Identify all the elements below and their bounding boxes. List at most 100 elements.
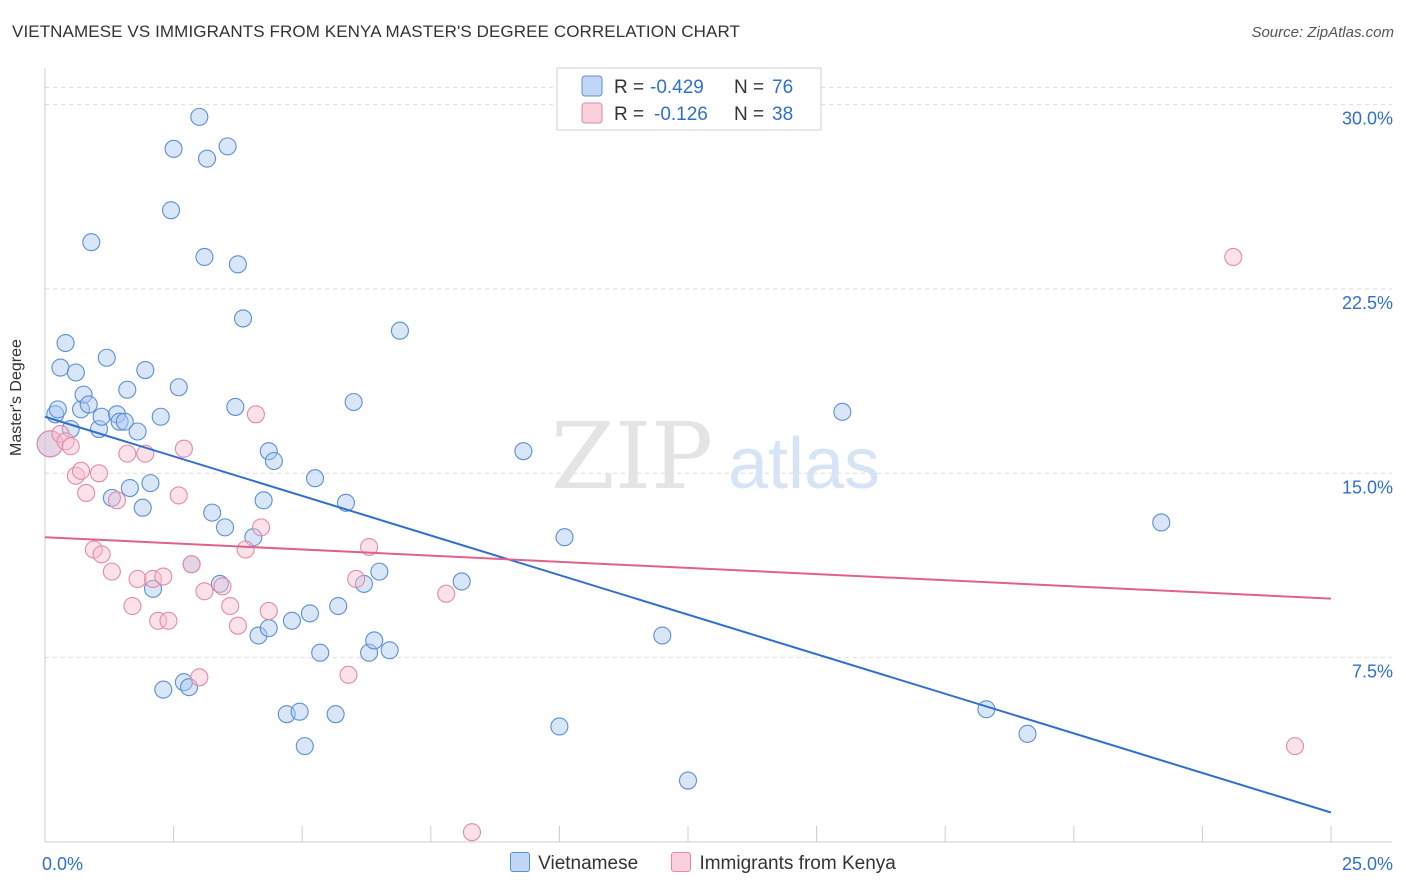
- point-vietnamese: [365, 631, 384, 650]
- point-kenya: [190, 668, 209, 687]
- point-vietnamese: [210, 574, 229, 593]
- legend-swatch-blue: [510, 852, 531, 872]
- trend-lines: [44, 415, 1332, 814]
- point-vietnamese: [290, 702, 309, 721]
- point-vietnamese: [233, 309, 253, 328]
- point-vietnamese: [678, 771, 698, 790]
- axes: [44, 68, 1392, 843]
- point-kenya: [213, 577, 232, 596]
- point-kenya: [169, 486, 188, 505]
- y-tick-label: 15.0%: [1342, 477, 1393, 497]
- point-vietnamese: [141, 474, 160, 493]
- point-kenya: [128, 569, 147, 589]
- point-vietnamese: [228, 255, 247, 274]
- point-vietnamese: [151, 407, 170, 426]
- watermark-zip: ZIP: [551, 403, 713, 510]
- point-kenya: [36, 430, 64, 458]
- point-vietnamese: [161, 201, 181, 220]
- point-vietnamese: [370, 562, 389, 581]
- point-vietnamese: [833, 402, 852, 421]
- legend-n-label: N =: [734, 77, 764, 98]
- point-kenya: [61, 437, 80, 456]
- point-vietnamese: [128, 422, 147, 441]
- watermark-atlas: atlas: [728, 424, 880, 504]
- point-kenya: [347, 569, 366, 589]
- point-vietnamese: [79, 395, 98, 414]
- data-points: [36, 107, 1305, 842]
- point-vietnamese: [311, 643, 330, 662]
- point-kenya: [102, 562, 121, 581]
- point-kenya: [56, 432, 75, 451]
- point-kenya: [182, 555, 201, 574]
- legend-item-vietnamese: Vietnamese: [510, 852, 638, 875]
- point-vietnamese: [110, 412, 129, 431]
- point-vietnamese: [390, 321, 409, 340]
- point-kenya: [174, 439, 193, 458]
- point-kenya: [221, 596, 240, 616]
- point-vietnamese: [259, 442, 278, 461]
- point-kenya: [251, 518, 271, 537]
- point-vietnamese: [550, 717, 569, 736]
- point-vietnamese: [226, 397, 245, 416]
- point-vietnamese: [326, 705, 345, 724]
- point-vietnamese: [97, 348, 116, 367]
- gridlines: [45, 86, 1392, 659]
- point-vietnamese: [56, 333, 75, 353]
- point-vietnamese: [143, 579, 163, 598]
- point-vietnamese: [249, 626, 268, 645]
- point-kenya: [71, 461, 91, 480]
- point-vietnamese: [306, 469, 325, 488]
- point-kenya: [92, 545, 111, 564]
- point-vietnamese: [514, 442, 533, 461]
- point-kenya: [339, 665, 358, 684]
- point-vietnamese: [74, 385, 93, 404]
- point-vietnamese: [282, 611, 301, 630]
- point-vietnamese: [102, 488, 121, 507]
- point-vietnamese: [259, 619, 278, 638]
- legend-r-label: R =: [614, 77, 644, 98]
- legend-r-value: -0.429: [650, 77, 704, 98]
- point-kenya: [77, 483, 96, 503]
- point-kenya: [159, 611, 178, 630]
- point-vietnamese: [329, 596, 348, 616]
- point-vietnamese: [118, 380, 137, 399]
- point-vietnamese: [380, 641, 399, 660]
- legend-top: R = -0.429 N = 76 R = -0.126 N = 38: [556, 67, 822, 131]
- point-kenya: [228, 616, 247, 635]
- point-kenya: [1285, 737, 1305, 756]
- point-kenya: [1224, 247, 1243, 267]
- legend-swatch-pink: [671, 852, 692, 872]
- legend-label: Immigrants from Kenya: [699, 853, 896, 874]
- chart-source: Source: ZipAtlas.com: [1251, 24, 1394, 41]
- point-vietnamese: [653, 626, 672, 645]
- point-vietnamese: [107, 405, 127, 424]
- point-vietnamese: [195, 247, 214, 267]
- point-kenya: [437, 584, 456, 603]
- legend-swatch-pink: [581, 102, 603, 124]
- point-vietnamese: [555, 528, 574, 547]
- chart-title: VIETNAMESE VS IMMIGRANTS FROM KENYA MAST…: [12, 22, 741, 41]
- point-kenya: [246, 405, 265, 424]
- point-kenya: [195, 582, 214, 601]
- point-vietnamese: [1152, 513, 1171, 532]
- point-vietnamese: [344, 392, 363, 412]
- point-vietnamese: [164, 139, 183, 158]
- point-vietnamese: [66, 363, 85, 382]
- point-vietnamese: [92, 407, 111, 426]
- point-vietnamese: [154, 680, 173, 699]
- point-vietnamese: [190, 107, 209, 126]
- x-tick-label: 0.0%: [42, 854, 83, 874]
- legend-swatch-blue: [581, 75, 603, 97]
- y-tick-label: 30.0%: [1342, 109, 1393, 129]
- point-vietnamese: [218, 137, 237, 156]
- point-kenya: [149, 611, 168, 630]
- point-vietnamese: [452, 572, 471, 591]
- point-kenya: [89, 464, 109, 483]
- point-kenya: [154, 567, 173, 586]
- trend-line-kenya: [44, 536, 1332, 600]
- legend-r-label: R =: [614, 104, 644, 125]
- point-kenya: [66, 466, 85, 485]
- trend-line-vietnamese: [44, 415, 1332, 814]
- watermark: ZIP atlas: [551, 403, 880, 510]
